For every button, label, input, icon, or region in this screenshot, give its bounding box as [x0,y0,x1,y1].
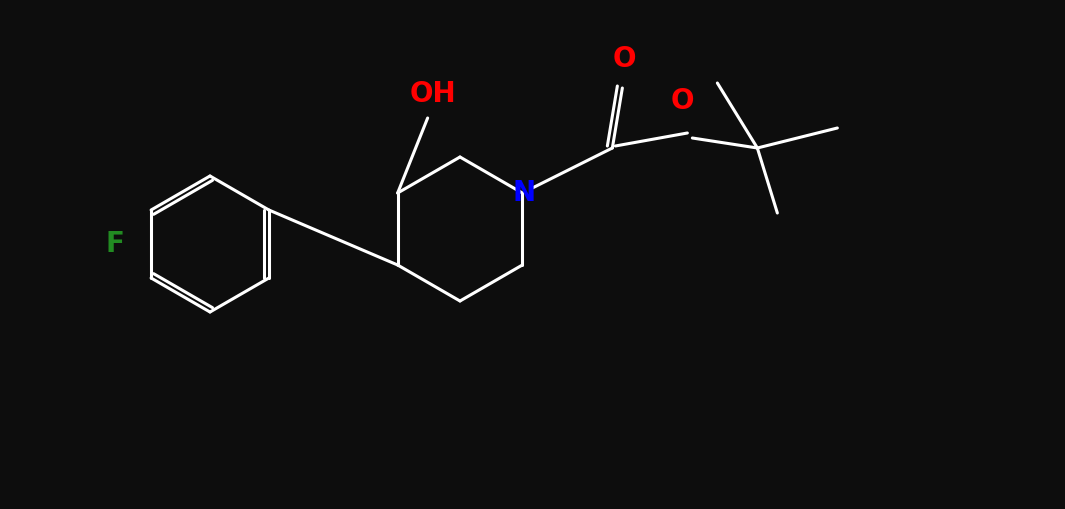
Text: OH: OH [409,80,456,108]
Text: N: N [512,179,536,207]
Text: O: O [671,87,694,115]
Text: F: F [105,230,125,258]
Text: O: O [612,45,636,73]
